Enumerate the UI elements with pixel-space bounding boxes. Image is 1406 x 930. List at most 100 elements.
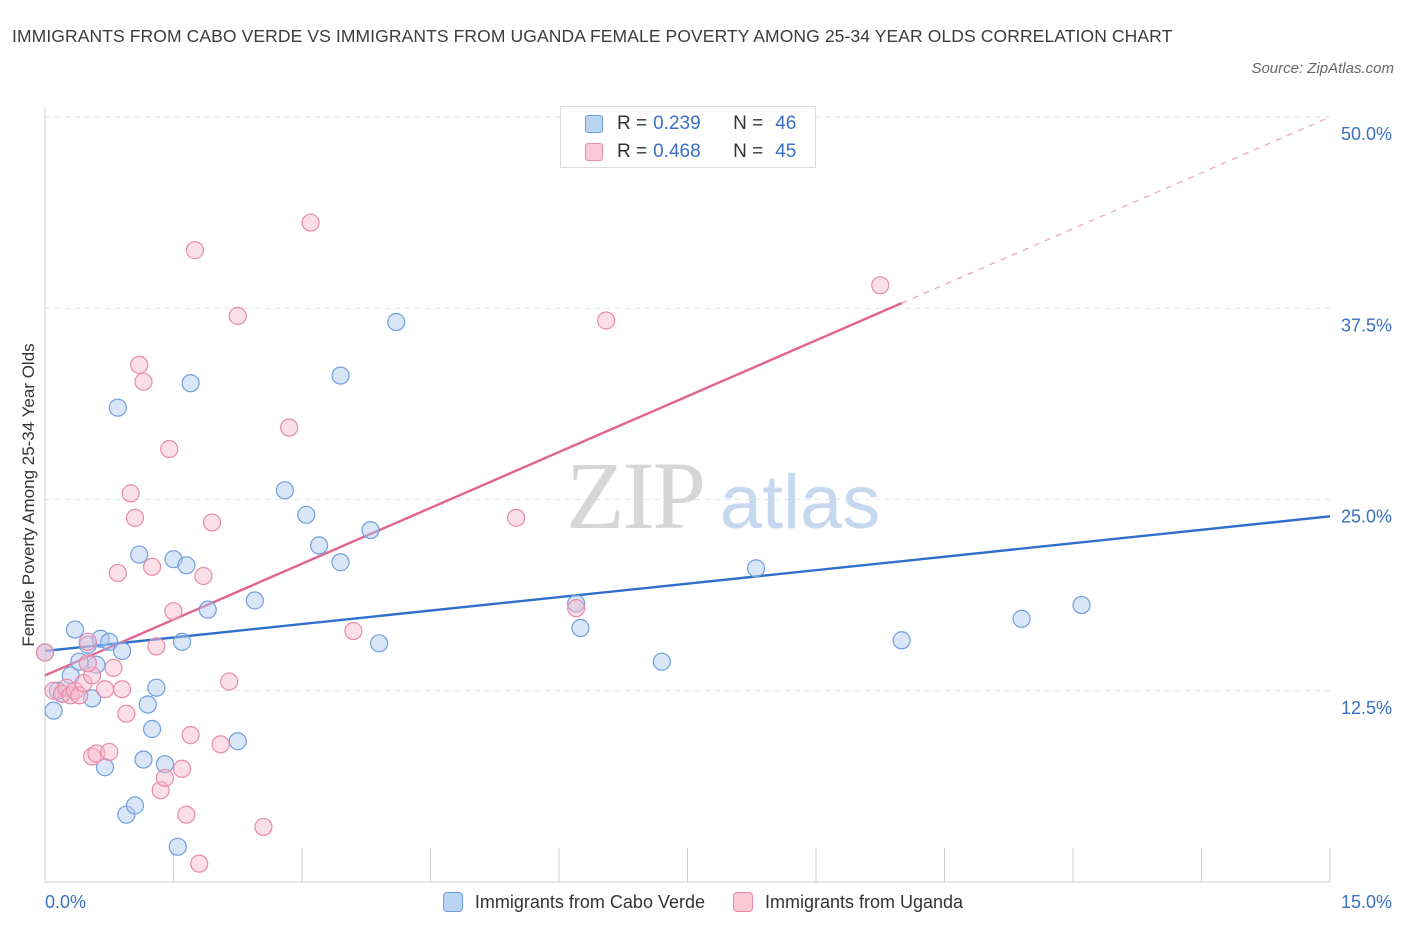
series-legend: Immigrants from Cabo Verde Immigrants fr… [0, 888, 1406, 916]
data-point [172, 759, 192, 778]
data-point [198, 600, 217, 619]
legend-item-uganda[interactable]: Immigrants from Uganda [733, 892, 963, 913]
legend-item-cabo-verde[interactable]: Immigrants from Cabo Verde [442, 891, 705, 913]
legend-swatch-pink [585, 143, 603, 161]
data-point [1012, 609, 1031, 628]
data-point [35, 643, 55, 662]
data-point [507, 508, 526, 527]
data-point [567, 599, 586, 618]
data-point [1072, 595, 1091, 615]
data-point [172, 632, 192, 651]
legend-n-value: 45 [775, 141, 797, 162]
data-point [597, 311, 616, 330]
data-point [892, 631, 911, 650]
data-point [185, 241, 205, 260]
data-point [361, 520, 380, 540]
data-point [138, 695, 157, 714]
data-point [331, 553, 350, 572]
trend-line-cabo-verde [44, 515, 1331, 653]
data-point [275, 481, 294, 500]
data-point [142, 557, 162, 576]
data-point [177, 556, 196, 575]
data-point [254, 817, 273, 837]
watermark-zip: ZIP [566, 442, 704, 549]
data-point [108, 563, 127, 583]
data-point [112, 641, 132, 661]
data-point [245, 591, 264, 610]
data-point [652, 652, 671, 671]
data-point [571, 618, 590, 638]
correlation-legend: R = 0.239 N = 46 R = 0.468 N = 45 [560, 106, 816, 168]
data-point [104, 658, 123, 677]
data-point [117, 704, 136, 723]
data-point [310, 536, 329, 555]
legend-row-cabo-verde: R = 0.239 N = 46 [585, 110, 796, 138]
legend-r-label: R = [617, 113, 648, 134]
data-point [142, 719, 162, 739]
grid-layer [45, 116, 1330, 692]
y-tick-label: 12.5% [1341, 698, 1392, 718]
data-point [78, 632, 97, 651]
data-point [112, 680, 132, 699]
data-point [164, 602, 183, 621]
data-point [160, 439, 179, 459]
chart-title: IMMIGRANTS FROM CABO VERDE VS IMMIGRANTS… [12, 26, 1173, 46]
x-tick-label-max: 15.0% [1341, 892, 1392, 912]
axis-layer [44, 107, 1331, 883]
data-point [130, 545, 149, 564]
data-point [297, 505, 316, 524]
data-point [387, 312, 406, 332]
y-tick-label: 25.0% [1341, 507, 1392, 527]
data-point [108, 398, 127, 417]
watermark-atlas: atlas [720, 460, 881, 545]
legend-swatch-blue [442, 892, 463, 912]
data-point [100, 632, 119, 651]
data-point [125, 508, 145, 527]
data-point [181, 726, 200, 745]
data-point [168, 837, 187, 856]
points-layer [35, 213, 1091, 873]
legend-swatch-blue [585, 115, 603, 133]
data-point [567, 594, 586, 613]
legend-label-uganda: Immigrants from Uganda [765, 891, 964, 912]
data-point [147, 637, 166, 656]
legend-n-label: N = [733, 113, 764, 134]
x-tick-label-min: 0.0% [45, 892, 86, 912]
trend-layer [44, 116, 1331, 677]
data-point [130, 355, 149, 374]
trend-line-uganda [44, 302, 903, 677]
data-point [65, 620, 85, 639]
data-point [134, 372, 153, 391]
legend-label-cabo-verde: Immigrants from Cabo Verde [474, 891, 705, 912]
legend-swatch-pink [733, 892, 753, 912]
data-point [147, 678, 166, 697]
data-point [177, 805, 196, 824]
data-point [78, 654, 97, 673]
data-point [370, 634, 389, 653]
data-point [121, 484, 140, 503]
tick-layer: 12.5% 25.0% 37.5% 50.0% [1341, 124, 1392, 718]
data-point [202, 513, 222, 532]
data-point [95, 680, 115, 699]
y-tick-label: 37.5% [1341, 315, 1392, 335]
data-point [44, 701, 63, 720]
data-point [746, 559, 766, 578]
data-point [220, 672, 239, 691]
watermark: ZIP atlas [566, 442, 880, 549]
legend-r-value: 0.239 [653, 113, 701, 134]
legend-n-value: 46 [775, 113, 797, 134]
data-point [211, 735, 230, 754]
data-point [190, 854, 209, 873]
legend-r-label: R = [617, 141, 648, 162]
y-axis-label: Female Poverty Among 25-34 Year Olds [19, 343, 38, 646]
data-point [155, 768, 175, 788]
data-point [125, 796, 145, 815]
data-point [100, 742, 119, 762]
trend-line-uganda-extension [901, 116, 1331, 304]
data-point [181, 374, 200, 393]
source-label: Source: ZipAtlas.com [1251, 60, 1394, 77]
data-point [280, 418, 299, 437]
data-point [301, 213, 320, 232]
legend-n-label: N = [733, 141, 764, 162]
